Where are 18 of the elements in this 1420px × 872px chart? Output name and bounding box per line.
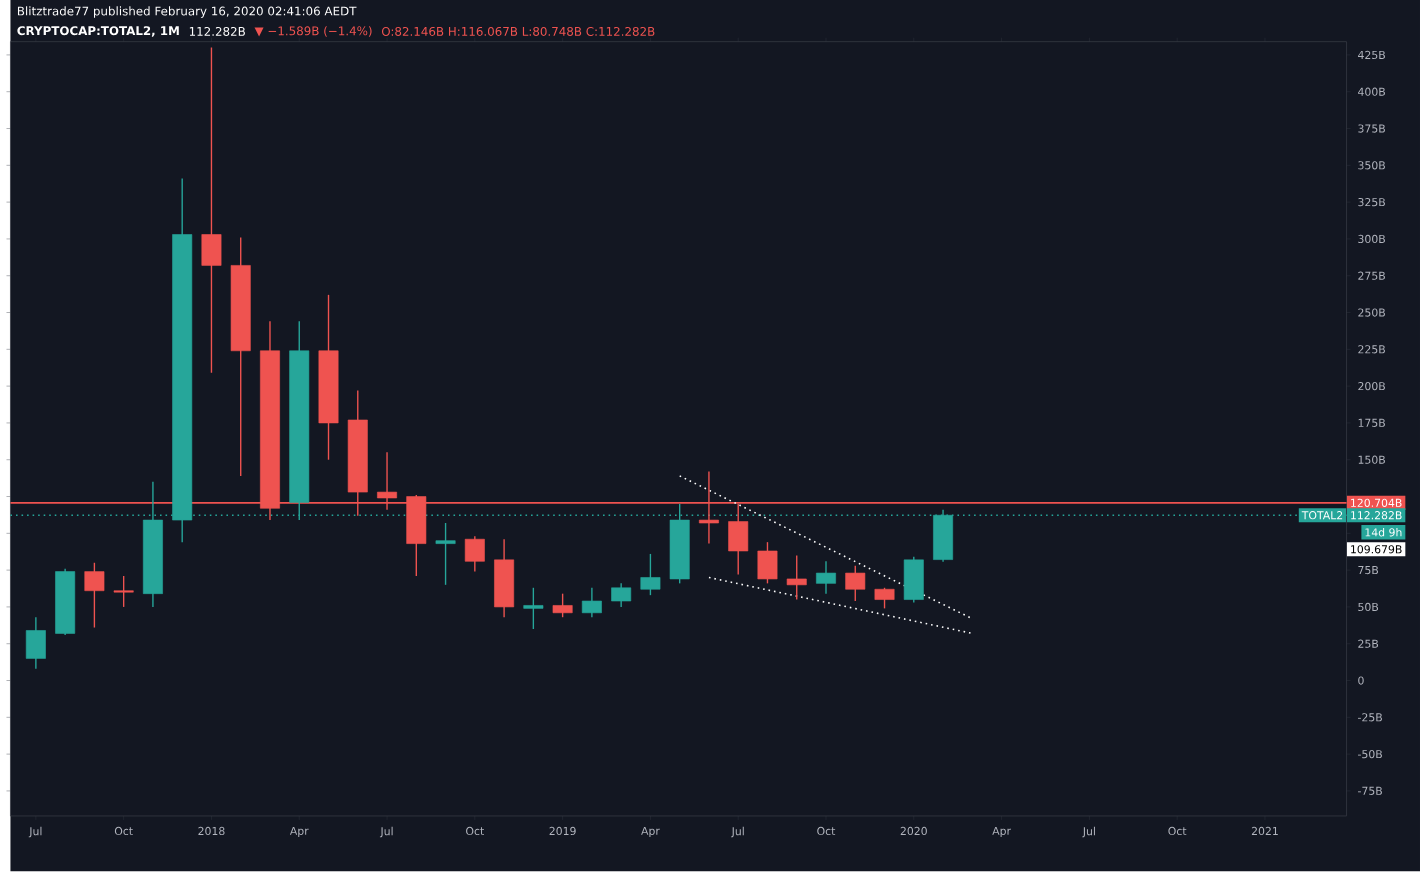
candlestick — [786, 554, 807, 601]
candlestick — [757, 541, 778, 585]
candlestick — [816, 560, 836, 595]
candlestick — [640, 553, 661, 597]
candlestick — [845, 565, 866, 602]
candlestick — [874, 587, 895, 610]
candlestick — [113, 575, 134, 608]
candlestick — [494, 538, 515, 619]
candlestick — [903, 556, 924, 604]
candlestick — [84, 562, 105, 629]
candlestick — [523, 587, 544, 630]
candlestick — [552, 593, 573, 619]
candlestick — [435, 522, 456, 586]
candlestick — [464, 535, 485, 573]
candlestick — [581, 587, 602, 619]
candlestick — [611, 582, 632, 608]
candlestick — [25, 616, 46, 670]
candlestick — [201, 47, 222, 374]
